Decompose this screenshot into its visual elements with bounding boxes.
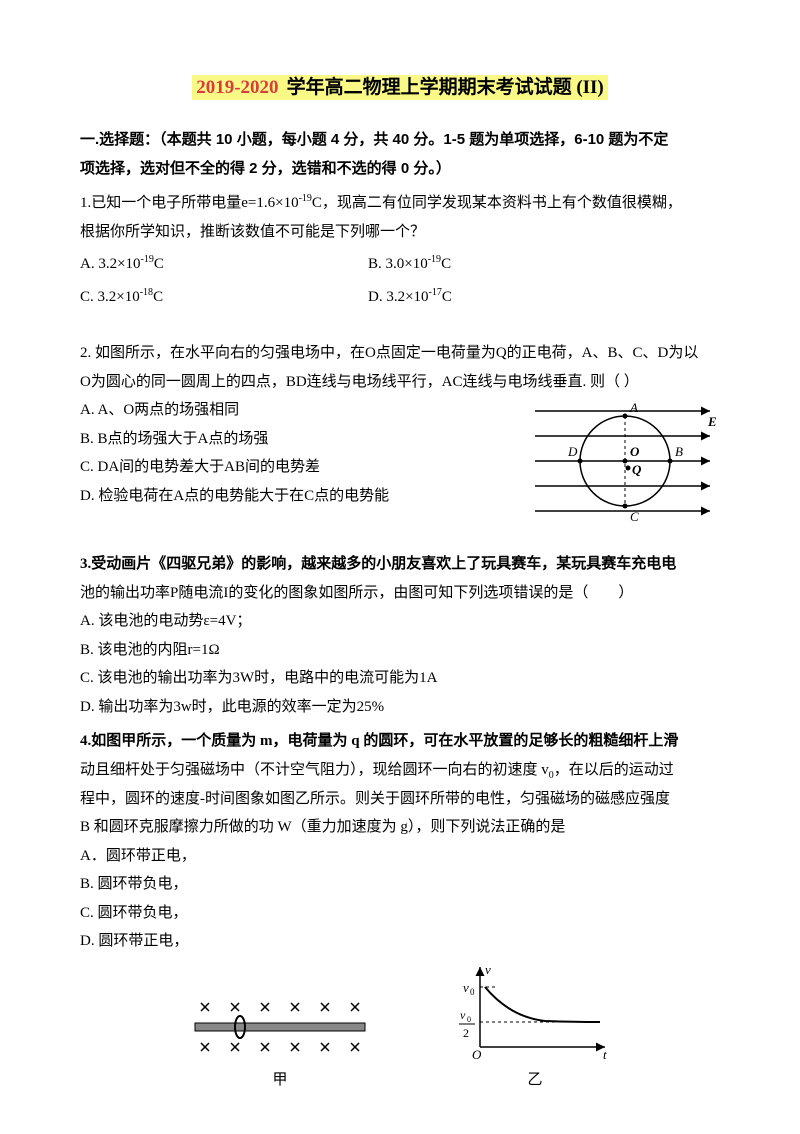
q2-label-Q: Q [632,462,642,477]
question-1: 1.已知一个电子所带电量e=1.6×10-19C，现高二有位同学发现某本资料书上… [80,189,720,315]
q4-figures: 甲 v v0 v0 [80,962,720,1095]
q2-figure: A B C D O Q E [530,396,720,526]
q4-opt-c: C. 圆环带负电， [80,899,720,928]
question-2: 2. 如图所示，在水平向右的匀强电场中，在O点固定一电荷量为Q的正电荷，A、B、… [80,339,720,526]
q1-stem-c: 根据你所学知识，推断该数值不可能是下列哪一个？ [80,218,720,247]
section-heading: 一.选择题：（本题共 10 小题，每小题 4 分，共 40 分。1-5 题为单项… [80,126,720,183]
question-4: 4.如图甲所示，一个质量为 m，电荷量为 q 的圆环，可在水平放置的足够长的粗糙… [80,727,720,1094]
question-3: 3.受动画片《四驱兄弟》的影响，越来越多的小朋友喜欢上了玩具赛车，某玩具赛车充电… [80,550,720,721]
svg-text:v: v [463,980,469,995]
q2-label-A: A [629,400,638,415]
q4-caption-a: 甲 [185,1066,375,1095]
svg-text:O: O [472,1047,482,1062]
q2-line2: O为圆心的同一圆周上的四点，BD连线与电场线平行，AC连线与电场线垂直. 则（ … [80,368,720,397]
svg-text:2: 2 [463,1026,469,1040]
q4-opt-a: A．圆环带正电， [80,842,720,871]
q1-exp1: -19 [299,193,312,204]
q1-stem-a: 1.已知一个电子所带电量e=1.6×10 [80,195,299,211]
page-title: 2019-2020学年高二物理上学期期末考试试题 (II) [80,70,720,106]
q4-line4: B 和圆环克服摩擦力所做的功 W（重力加速度为 g），则下列说法正确的是 [80,813,720,842]
q4-line1: 4.如图甲所示，一个质量为 m，电荷量为 q 的圆环，可在水平放置的足够长的粗糙… [80,733,678,749]
q1-opt-c: C. 3.2×10-18C [80,283,368,312]
q2-opt-b: B. B点的场强大于A点的场强 [80,425,520,454]
svg-text:v: v [485,962,491,977]
q3-line1: 3.受动画片《四驱兄弟》的影响，越来越多的小朋友喜欢上了玩具赛车，某玩具赛车充电… [80,556,676,572]
svg-text:t: t [603,1047,607,1062]
q2-label-E: E [707,414,717,429]
svg-text:v: v [460,1008,466,1022]
q1-opt-d: D. 3.2×10-17C [368,283,656,312]
q2-label-B: B [675,444,683,459]
q4-opt-b: B. 圆环带负电， [80,870,720,899]
q4-line3: 程中，圆环的速度-时间图象如图乙所示。则关于圆环所带的电性，匀强磁场的磁感应强度 [80,785,720,814]
title-rest: 学年高二物理上学期期末考试试题 (II) [283,75,608,100]
q2-opt-a: A. A、O两点的场强相同 [80,396,520,425]
q2-opt-c: C. DA间的电势差大于AB间的电势差 [80,453,520,482]
q3-line2: 池的输出功率P随电流I的变化的图象如图所示，由图可知下列选项错误的是（ ） [80,579,720,608]
q2-label-C: C [630,509,639,524]
q3-opt-d: D. 输出功率为3w时，此电源的效率一定为25% [80,693,720,722]
q4-line2a: 动且细杆处于匀强磁场中（不计空气阻力），现给圆环一向右的初速度 v [80,762,549,778]
q2-label-O: O [630,444,640,459]
q2-line1: 2. 如图所示，在水平向右的匀强电场中，在O点固定一电荷量为Q的正电荷，A、B、… [80,339,720,368]
q1-opt-b: B. 3.0×10-19C [368,250,656,279]
section-line-1: 一.选择题：（本题共 10 小题，每小题 4 分，共 40 分。1-5 题为单项… [80,126,720,155]
q4-figure-a: 甲 [185,992,375,1095]
q3-opt-c: C. 该电池的输出功率为3W时，电路中的电流可能为1A [80,664,720,693]
title-year: 2019-2020 [192,75,282,100]
svg-text:0: 0 [470,987,475,997]
q3-opt-a: A. 该电池的电动势ε=4V； [80,607,720,636]
q4-opt-d: D. 圆环带正电， [80,927,720,956]
q4-figure-b: v v0 v0 2 O t 乙 [455,962,615,1095]
q3-opt-b: B. 该电池的内阻r=1Ω [80,636,720,665]
q2-label-D: D [567,444,578,459]
q1-opt-a: A. 3.2×10-19C [80,250,368,279]
svg-text:0: 0 [467,1015,471,1024]
q2-opt-d: D. 检验电荷在A点的电势能大于在C点的电势能 [80,482,520,511]
q1-options: A. 3.2×10-19C B. 3.0×10-19C C. 3.2×10-18… [80,250,720,315]
section-line-2: 项选择，选对但不全的得 2 分，选错和不选的得 0 分。） [80,155,720,184]
q4-line2b: ，在以后的运动过 [554,762,674,778]
q1-stem-b: C，现高二有位同学发现某本资料书上有个数值很模糊， [312,195,682,211]
q4-caption-b: 乙 [455,1066,615,1095]
